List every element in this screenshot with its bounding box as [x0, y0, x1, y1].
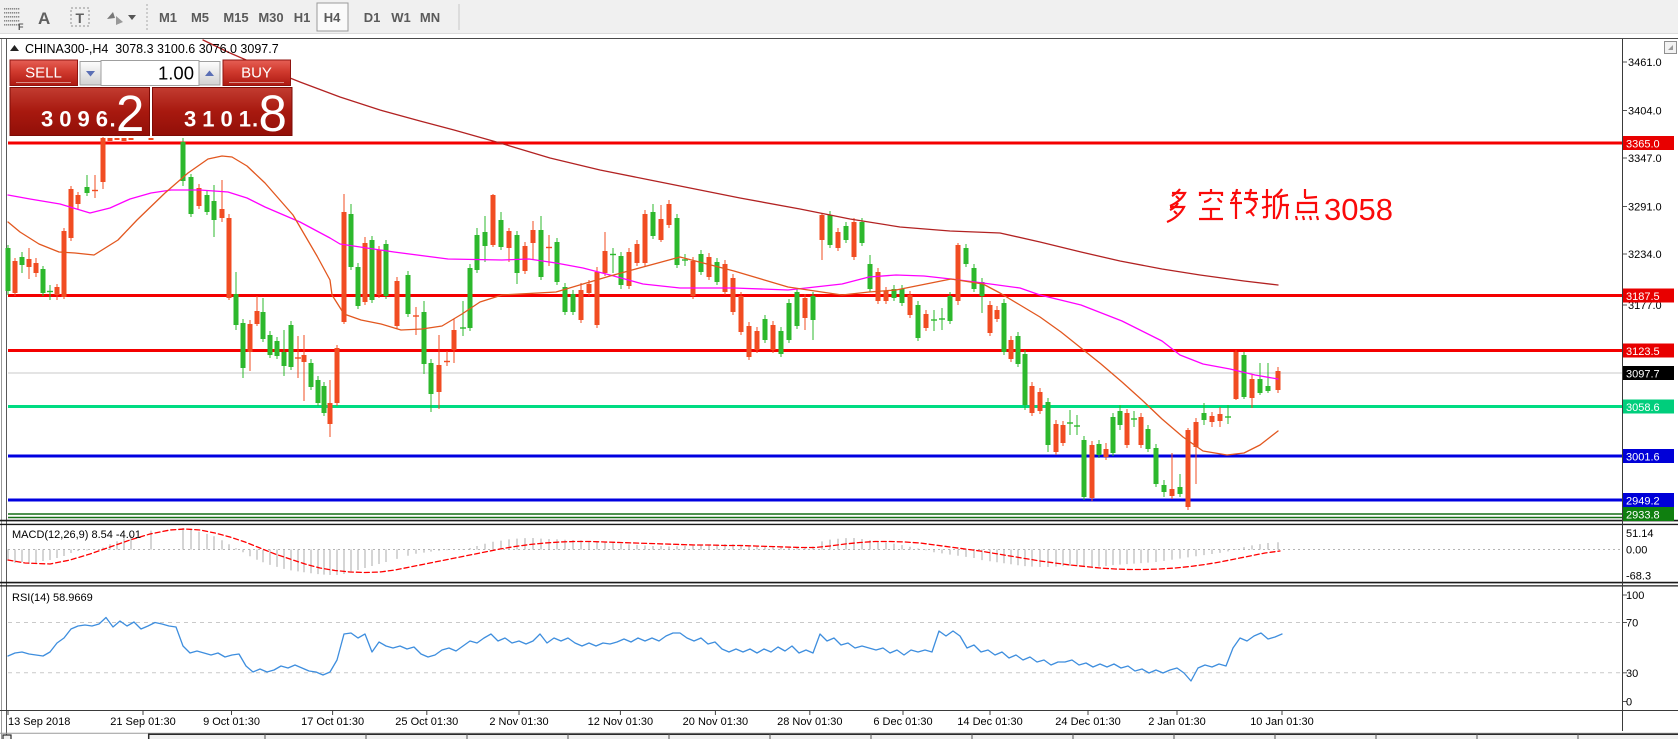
svg-text:3058: 3058: [1324, 192, 1393, 227]
svg-text:2 Jan 01:30: 2 Jan 01:30: [1148, 716, 1206, 728]
svg-text:0: 0: [1626, 697, 1632, 709]
svg-text:3461.0: 3461.0: [1628, 57, 1662, 69]
svg-text:D1: D1: [364, 10, 381, 25]
svg-text:F: F: [18, 22, 24, 32]
svg-text:T: T: [76, 10, 85, 26]
svg-text:H4: H4: [324, 10, 341, 25]
svg-text:3001.6: 3001.6: [1626, 452, 1660, 464]
svg-text:2933.8: 2933.8: [1626, 510, 1660, 522]
svg-text:30: 30: [1626, 668, 1638, 680]
svg-text:28 Nov 01:30: 28 Nov 01:30: [777, 716, 842, 728]
svg-text:14 Dec 01:30: 14 Dec 01:30: [957, 716, 1022, 728]
svg-text:3096: 3096: [41, 107, 114, 132]
svg-text:3177.0: 3177.0: [1628, 300, 1662, 312]
svg-text:3097.7: 3097.7: [1626, 369, 1660, 381]
svg-text:RSI(14) 58.9669: RSI(14) 58.9669: [12, 592, 93, 604]
svg-text:13 Sep 2018: 13 Sep 2018: [8, 716, 70, 728]
svg-text:M5: M5: [191, 10, 209, 25]
svg-text:1.00: 1.00: [158, 63, 194, 84]
svg-text:12 Nov 01:30: 12 Nov 01:30: [588, 716, 653, 728]
svg-text:2 Nov 01:30: 2 Nov 01:30: [489, 716, 548, 728]
svg-text:3291.0: 3291.0: [1628, 202, 1662, 214]
svg-text:3365.0: 3365.0: [1626, 139, 1660, 151]
svg-text:3347.0: 3347.0: [1628, 153, 1662, 165]
svg-text:70: 70: [1626, 618, 1638, 630]
svg-text:M15: M15: [223, 10, 248, 25]
svg-text:M1: M1: [159, 10, 177, 25]
svg-text:24 Dec 01:30: 24 Dec 01:30: [1055, 716, 1120, 728]
svg-text:0.00: 0.00: [1626, 545, 1647, 557]
svg-text:.: .: [252, 107, 258, 132]
svg-text:10 Jan 01:30: 10 Jan 01:30: [1250, 716, 1314, 728]
svg-text:3404.0: 3404.0: [1628, 106, 1662, 118]
svg-text:SELL: SELL: [25, 65, 62, 82]
svg-text:3187.5: 3187.5: [1626, 291, 1660, 303]
svg-text:21 Sep 01:30: 21 Sep 01:30: [110, 716, 175, 728]
svg-text:A: A: [38, 9, 50, 28]
svg-text:M30: M30: [258, 10, 283, 25]
svg-text:6 Dec 01:30: 6 Dec 01:30: [873, 716, 932, 728]
svg-text:H1: H1: [294, 10, 311, 25]
svg-text:MN: MN: [420, 10, 440, 25]
svg-text:8: 8: [259, 85, 287, 142]
svg-text:20 Nov 01:30: 20 Nov 01:30: [683, 716, 748, 728]
svg-text:2: 2: [116, 85, 144, 142]
svg-text:3058.6: 3058.6: [1626, 402, 1660, 414]
svg-text:.: .: [110, 107, 116, 132]
svg-text:3123.5: 3123.5: [1626, 346, 1660, 358]
svg-text:-68.3: -68.3: [1626, 571, 1651, 583]
svg-text:MACD(12,26,9) 8.54 -4.01: MACD(12,26,9) 8.54 -4.01: [12, 529, 141, 541]
svg-text:3101: 3101: [184, 107, 257, 132]
svg-text:BUY: BUY: [241, 65, 272, 82]
svg-text:17 Oct 01:30: 17 Oct 01:30: [301, 716, 364, 728]
svg-text:3234.0: 3234.0: [1628, 249, 1662, 261]
svg-text:25 Oct 01:30: 25 Oct 01:30: [395, 716, 458, 728]
svg-text:9 Oct 01:30: 9 Oct 01:30: [203, 716, 260, 728]
svg-text:2949.2: 2949.2: [1626, 496, 1660, 508]
svg-text:CHINA300-,H4 3078.3 3100.6 30: CHINA300-,H4 3078.3 3100.6 3076.0 3097.7: [25, 42, 279, 56]
svg-text:100: 100: [1626, 590, 1644, 602]
svg-text:W1: W1: [391, 10, 411, 25]
svg-text:51.14: 51.14: [1626, 528, 1654, 540]
